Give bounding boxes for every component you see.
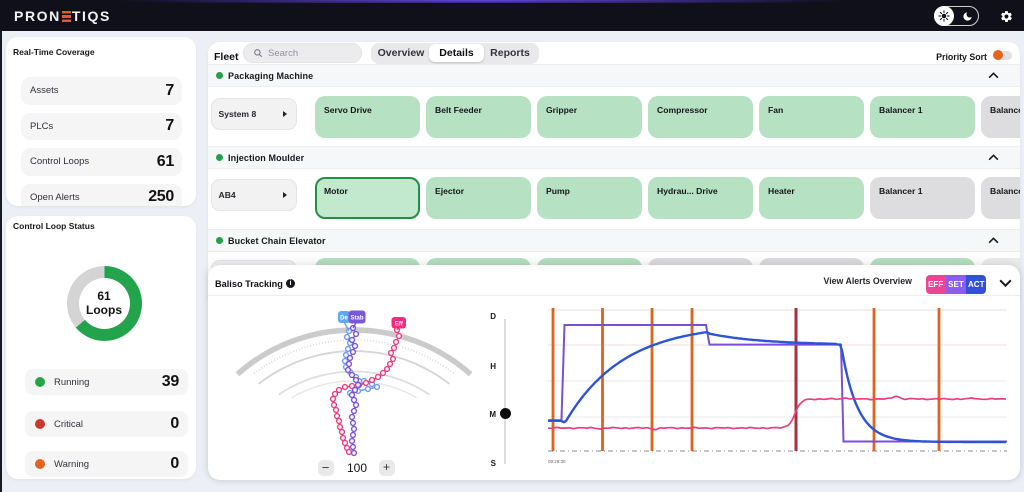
svg-text:De: De (340, 316, 348, 322)
svg-text:Eff: Eff (395, 321, 404, 327)
svg-text:Stab: Stab (350, 316, 363, 322)
